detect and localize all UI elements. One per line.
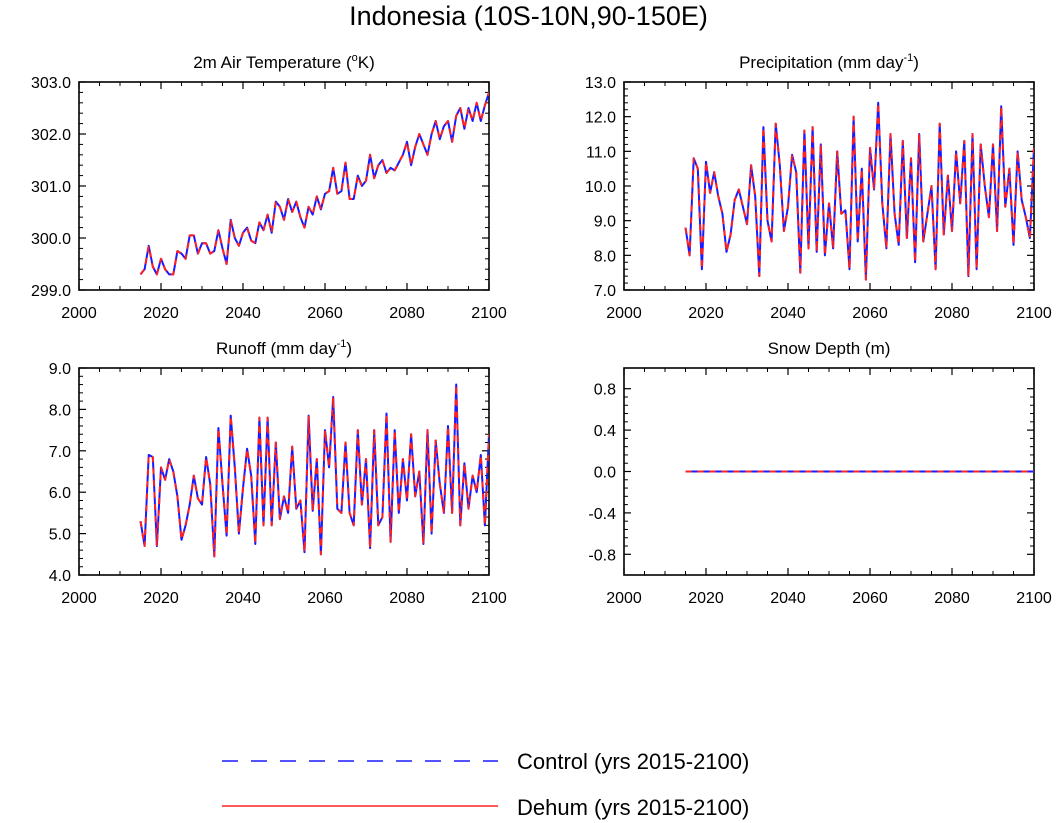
snow-depth-xtick-label: 2080	[934, 590, 970, 607]
snow-depth-xtick-label: 2060	[852, 590, 888, 607]
figure-title: Indonesia (10S-10N,90-150E)	[349, 1, 708, 31]
runoff-ytick-label: 6.0	[49, 485, 71, 502]
snow-depth-xtick-label: 2100	[1016, 590, 1052, 607]
precipitation-xtick-label: 2100	[1016, 305, 1052, 322]
runoff-xtick-label: 2060	[307, 590, 343, 607]
precipitation-xtick-label: 2080	[934, 305, 970, 322]
runoff-xtick-label: 2100	[471, 590, 507, 607]
runoff-ytick-label: 9.0	[49, 361, 71, 378]
runoff-series-dehum	[139, 383, 489, 558]
temperature-xtick-label: 2000	[61, 305, 97, 322]
precipitation-ytick-label: 9.0	[594, 214, 616, 231]
temperature-ytick-label: 303.0	[31, 75, 71, 92]
precipitation-plot-frame	[623, 81, 1035, 291]
snow-depth-ytick-label: -0.4	[588, 506, 616, 523]
legend-control-label: Control (yrs 2015-2100)	[517, 749, 749, 774]
temperature-ytick-label: 300.0	[31, 231, 71, 248]
temperature-xtick-label: 2100	[471, 305, 507, 322]
runoff-ytick-label: 4.0	[49, 568, 71, 585]
runoff-ytick-label: 8.0	[49, 402, 71, 419]
temperature-series-dehum	[139, 92, 489, 276]
precipitation-ytick-label: 11.0	[586, 144, 616, 161]
runoff-plot-frame	[78, 367, 490, 576]
snow-depth-ytick-label: 0.0	[594, 465, 616, 482]
precipitation-xtick-label: 2040	[770, 305, 806, 322]
precipitation-xtick-label: 2020	[688, 305, 724, 322]
temperature-series-control	[139, 92, 489, 276]
precipitation-series-control	[684, 101, 1034, 281]
temperature-panel-title: 2m Air Temperature (oK)	[193, 52, 375, 72]
runoff-series-control	[139, 383, 489, 558]
precipitation-ytick-label: 7.0	[594, 283, 616, 300]
precipitation-xtick-label: 2000	[606, 305, 642, 322]
snow-depth-xtick-label: 2020	[688, 590, 724, 607]
temperature-ytick-label: 301.0	[31, 179, 71, 196]
temperature-plot-frame	[78, 81, 490, 291]
temperature-xtick-label: 2040	[225, 305, 261, 322]
panel-snow-depth: Snow Depth (m) 2000 2020 2040 2060 2080 2100 -0…	[588, 339, 1051, 607]
panel-temperature: 2m Air Temperature (oK) 2000 2020 2040 2060 2…	[31, 52, 507, 322]
snow-depth-xtick-label: 2040	[770, 590, 806, 607]
legend-dehum-label: Dehum (yrs 2015-2100)	[517, 795, 749, 820]
runoff-panel-title: Runoff (mm day-1)	[216, 338, 352, 358]
temperature-xtick-label: 2060	[307, 305, 343, 322]
snow-depth-ytick-label: -0.8	[588, 547, 616, 564]
runoff-ytick-label: 7.0	[49, 444, 71, 461]
snow-depth-xtick-label: 2000	[606, 590, 642, 607]
panel-precipitation: Precipitation (mm day-1) 2000 2020 2040 2060…	[585, 52, 1052, 322]
precipitation-panel-title: Precipitation (mm day-1)	[739, 52, 919, 72]
runoff-xtick-label: 2020	[143, 590, 179, 607]
snow-depth-ytick-label: 0.8	[594, 382, 616, 399]
snow-depth-ytick-label: 0.4	[594, 423, 616, 440]
temperature-ytick-label: 299.0	[31, 283, 71, 300]
runoff-xtick-label: 2040	[225, 590, 261, 607]
legend: Control (yrs 2015-2100) Dehum (yrs 2015-…	[222, 749, 749, 820]
precipitation-ytick-label: 8.0	[594, 248, 616, 265]
snow-depth-panel-title: Snow Depth (m)	[768, 339, 891, 358]
runoff-xtick-label: 2080	[389, 590, 425, 607]
precipitation-ytick-label: 12.0	[585, 110, 616, 127]
temperature-ytick-label: 302.0	[31, 127, 71, 144]
runoff-ytick-label: 5.0	[49, 527, 71, 544]
precipitation-xtick-label: 2060	[852, 305, 888, 322]
panel-runoff: Runoff (mm day-1) 2000 2020 2040 2060 2080 210…	[49, 338, 507, 607]
runoff-xtick-label: 2000	[61, 590, 97, 607]
precipitation-ytick-label: 10.0	[585, 179, 616, 196]
temperature-xtick-label: 2020	[143, 305, 179, 322]
precipitation-ytick-label: 13.0	[585, 75, 616, 92]
temperature-xtick-label: 2080	[389, 305, 425, 322]
